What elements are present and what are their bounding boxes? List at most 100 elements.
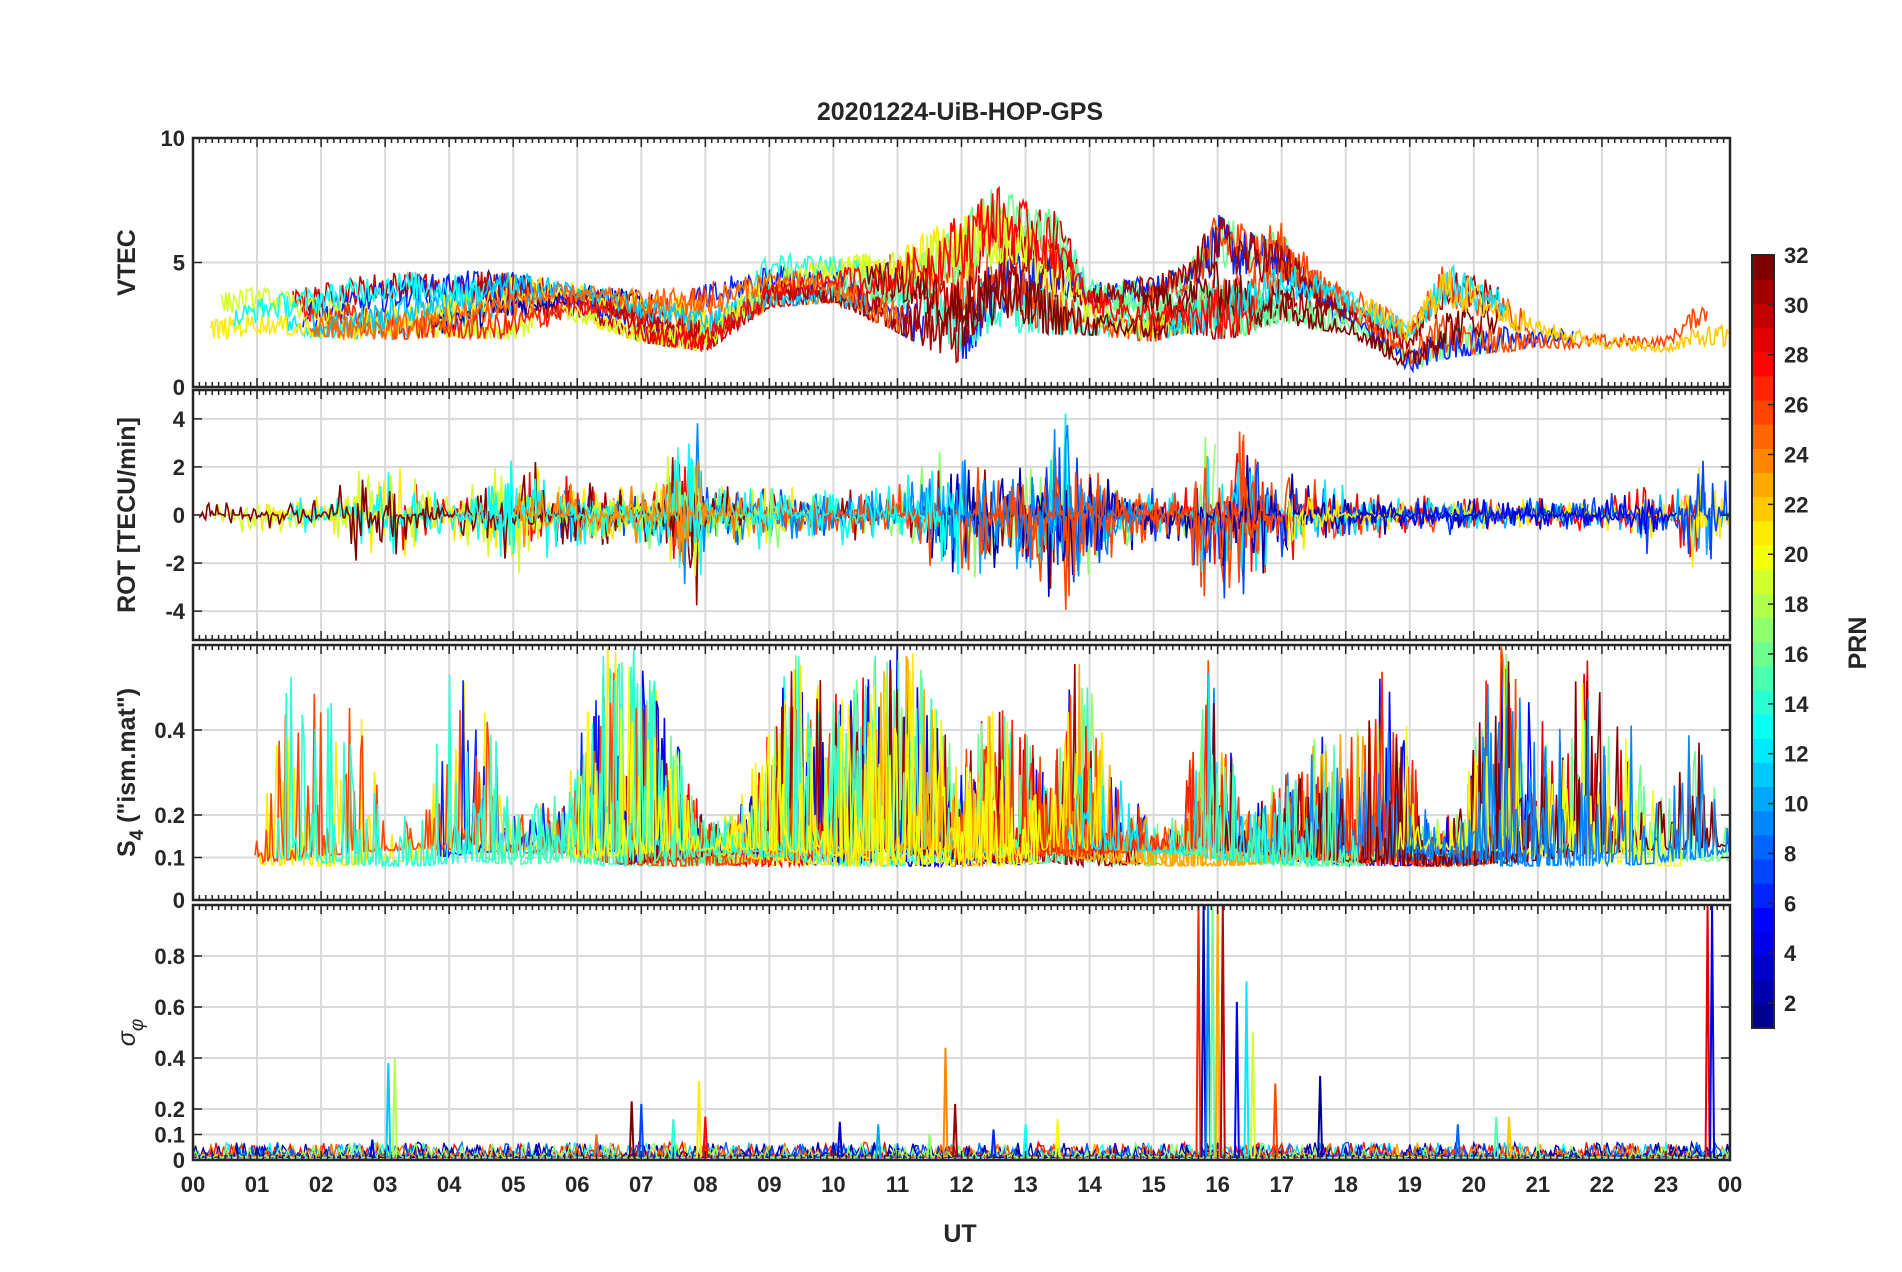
x-tick-label: 18	[1334, 1172, 1358, 1197]
x-tick-label: 13	[1013, 1172, 1037, 1197]
y-tick-label: 0.1	[154, 1123, 185, 1148]
data-trace-prn-32	[1142, 261, 1499, 367]
x-tick-label: 07	[629, 1172, 653, 1197]
colorbar-tick-label: 16	[1784, 642, 1808, 667]
colorbar-tick-label: 32	[1784, 243, 1808, 268]
x-tick-label: 22	[1590, 1172, 1614, 1197]
spike-mark	[1209, 905, 1216, 1158]
colorbar-segment	[1752, 351, 1774, 377]
spike-mark	[670, 1119, 677, 1158]
y-tick-label: 0.2	[154, 803, 185, 828]
x-tick-label: 01	[245, 1172, 269, 1197]
colorbar-tick-label: 24	[1784, 442, 1809, 467]
colorbar-tick-label: 2	[1784, 991, 1796, 1016]
data-trace-prn-25	[309, 269, 902, 342]
x-tick-label: 00	[1718, 1172, 1742, 1197]
colorbar-segment	[1752, 738, 1774, 763]
colorbar-segment	[1752, 810, 1774, 836]
y-axis-label: σφ	[113, 1019, 148, 1046]
spike-mark	[638, 1103, 645, 1158]
data-trace-prn-24	[513, 460, 747, 564]
spike-mark	[628, 1101, 635, 1158]
x-tick-label: 20	[1462, 1172, 1486, 1197]
spike-mark	[1709, 905, 1716, 1158]
data-trace-prn-21	[720, 653, 1106, 869]
trace-group	[209, 185, 1730, 374]
spike-mark	[1317, 1075, 1324, 1158]
data-trace-prn-4	[1356, 495, 1677, 535]
spike-mark	[1195, 905, 1202, 1158]
x-axis-tick-labels: 00 01 02 03 04 05 06 07 08 09 10 11 12 13 14 15 16 17 18 19…	[181, 1172, 1742, 1197]
colorbar-tick-label: 12	[1784, 742, 1808, 767]
trace-group	[254, 645, 1730, 869]
spike-mark	[1506, 1116, 1513, 1158]
spike-mark	[702, 1116, 709, 1158]
colorbar-tick-label: 18	[1784, 592, 1808, 617]
y-tick-label: 0	[173, 375, 185, 400]
colorbar-frame	[1751, 254, 1775, 1029]
x-tick-label: 06	[565, 1172, 589, 1197]
spike-mark	[695, 1080, 702, 1158]
x-tick-label: 23	[1654, 1172, 1678, 1197]
x-tick-label: 14	[1077, 1172, 1102, 1197]
spike-mark	[1200, 905, 1207, 1158]
trace-group	[198, 413, 1730, 610]
y-tick-label: 0.1	[154, 846, 185, 871]
panel-s4: 0.4 0.2 0.1 0 S4 ("ism.mat")	[113, 643, 1732, 913]
data-trace-prn-26	[254, 672, 831, 868]
panel-sigma-phi: 0.8 0.6 0.4 0.20.10 σφ	[113, 903, 1732, 1173]
spike-mark	[875, 1124, 882, 1158]
spike-mark	[1272, 1083, 1279, 1158]
spike-mark	[1022, 1124, 1029, 1158]
colorbar-segment	[1752, 713, 1774, 739]
colorbar-segment	[1752, 255, 1774, 280]
x-axis-label: UT	[943, 1220, 976, 1248]
colorbar: 32 30 28 26 24 22 20 18 16 14 12 10 8 6 4 2	[1751, 243, 1809, 1029]
spike-mark	[1054, 1119, 1061, 1158]
colorbar-segment	[1752, 593, 1774, 618]
panel-vtec: 10 5 0 VTEC	[113, 126, 1732, 400]
y-tick-label: 5	[173, 251, 185, 276]
y-tick-label: 0.4	[154, 1046, 185, 1071]
chart-title: 20201224-UiB-HOP-GPS	[817, 98, 1103, 126]
spike-mark	[593, 1134, 600, 1158]
spike-mark	[1493, 1116, 1500, 1158]
x-tick-label: 04	[437, 1172, 462, 1197]
y-tick-label: 0.2	[154, 1097, 185, 1122]
y-tick-label: 0.4	[154, 718, 185, 743]
colorbar-label: PRN	[1844, 617, 1872, 670]
data-trace-prn-22	[1357, 269, 1730, 354]
y-tick-label: 0	[173, 503, 185, 528]
colorbar-segment	[1752, 569, 1774, 594]
colorbar-tick-label: 26	[1784, 393, 1808, 418]
colorbar-tick-label: 20	[1784, 542, 1808, 567]
spike-mark	[1243, 981, 1250, 1158]
colorbar-segment	[1752, 1003, 1774, 1029]
data-trace-prn-20	[1397, 665, 1685, 867]
colorbar-segment	[1752, 448, 1774, 474]
x-tick-label: 03	[373, 1172, 397, 1197]
colorbar-segment	[1752, 399, 1774, 425]
y-tick-label: 0.6	[154, 995, 185, 1020]
spike-mark	[1454, 1124, 1461, 1158]
colorbar-segment	[1752, 883, 1774, 908]
x-tick-label: 15	[1141, 1172, 1165, 1197]
colorbar-segment	[1752, 327, 1774, 353]
colorbar-tick-label: 4	[1784, 941, 1797, 966]
y-axis-label: VTEC	[113, 229, 141, 296]
colorbar-segment	[1752, 931, 1774, 957]
y-tick-label: 2	[173, 455, 185, 480]
colorbar-segment	[1752, 786, 1774, 812]
colorbar-tick-label: 28	[1784, 343, 1808, 368]
x-tick-label: 00	[181, 1172, 205, 1197]
spike-mark	[926, 1134, 933, 1158]
colorbar-tick-label: 6	[1784, 891, 1796, 916]
spike-mark	[1205, 905, 1212, 1158]
colorbar-segment	[1752, 641, 1774, 667]
colorbar-tick-label: 8	[1784, 841, 1796, 866]
colorbar-segment	[1752, 617, 1774, 643]
spike-mark	[385, 1063, 392, 1158]
colorbar-segment	[1752, 665, 1774, 691]
colorbar-segment	[1752, 955, 1774, 981]
